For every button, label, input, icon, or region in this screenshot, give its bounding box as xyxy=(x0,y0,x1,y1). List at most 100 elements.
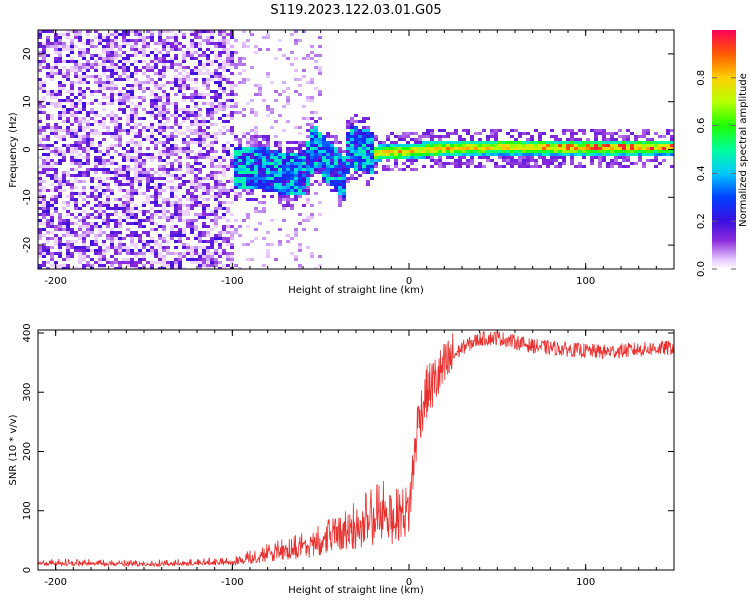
heatmap-cell xyxy=(238,192,242,195)
heatmap-cell xyxy=(550,156,554,159)
heatmap-cell xyxy=(118,198,122,201)
heatmap-cell xyxy=(542,150,546,153)
heatmap-cell xyxy=(130,150,134,153)
heatmap-cell xyxy=(46,63,50,66)
heatmap-cell xyxy=(502,147,506,150)
heatmap-cell xyxy=(554,141,558,144)
heatmap-cell xyxy=(102,93,106,96)
heatmap-cell xyxy=(194,111,198,114)
colorbar-ticks: 0.00.20.40.60.8 xyxy=(696,70,736,277)
heatmap-cell xyxy=(394,144,398,147)
heatmap-cell xyxy=(162,60,166,63)
heatmap-cell xyxy=(526,138,530,141)
heatmap-cell xyxy=(230,159,234,162)
heatmap-cell xyxy=(130,117,134,120)
heatmap-cell xyxy=(562,141,566,144)
heatmap-cell xyxy=(54,180,58,183)
heatmap-cell xyxy=(174,39,178,42)
heatmap-cell xyxy=(458,156,462,159)
heatmap-cell xyxy=(286,180,290,183)
heatmap-cell xyxy=(38,99,42,102)
heatmap-cell xyxy=(358,120,362,123)
heatmap-cell xyxy=(50,207,54,210)
heatmap-cell xyxy=(106,87,110,90)
heatmap-cell xyxy=(438,159,442,162)
heatmap-cell xyxy=(114,69,118,72)
heatmap-cell xyxy=(126,201,130,204)
heatmap-cell xyxy=(202,192,206,195)
heatmap-cell xyxy=(138,168,142,171)
heatmap-cell xyxy=(282,90,286,93)
heatmap-cell xyxy=(206,39,210,42)
heatmap-cell xyxy=(310,255,314,258)
heatmap-cell xyxy=(298,78,302,81)
heatmap-cell xyxy=(166,111,170,114)
heatmap-cell xyxy=(550,141,554,144)
heatmap-cell xyxy=(38,180,42,183)
heatmap-cell xyxy=(94,120,98,123)
heatmap-cell xyxy=(278,201,282,204)
heatmap-cell xyxy=(86,30,90,33)
heatmap-cell xyxy=(306,186,310,189)
heatmap-cell xyxy=(146,87,150,90)
heatmap-cell xyxy=(182,69,186,72)
heatmap-cell xyxy=(154,42,158,45)
heatmap-cell xyxy=(70,231,74,234)
heatmap-cell xyxy=(238,195,242,198)
heatmap-cell xyxy=(306,180,310,183)
heatmap-cell xyxy=(102,180,106,183)
heatmap-cell xyxy=(230,129,234,132)
heatmap-cell xyxy=(122,147,126,150)
heatmap-cell xyxy=(650,141,654,144)
heatmap-cell xyxy=(254,132,258,135)
heatmap-cell xyxy=(178,114,182,117)
heatmap-cell xyxy=(110,243,114,246)
heatmap-cell xyxy=(126,54,130,57)
heatmap-cell xyxy=(130,243,134,246)
heatmap-cell xyxy=(174,123,178,126)
heatmap-cell xyxy=(218,201,222,204)
heatmap-cell xyxy=(110,45,114,48)
heatmap-cell xyxy=(230,201,234,204)
heatmap-cell xyxy=(58,102,62,105)
heatmap-cell xyxy=(42,228,46,231)
heatmap-cell xyxy=(218,78,222,81)
heatmap-cell xyxy=(38,33,42,36)
heatmap-cell xyxy=(186,147,190,150)
heatmap-cell xyxy=(110,192,114,195)
heatmap-cell xyxy=(70,57,74,60)
heatmap-cell xyxy=(594,147,598,150)
heatmap-cell xyxy=(190,228,194,231)
heatmap-cell xyxy=(166,240,170,243)
heatmap-cell xyxy=(42,99,46,102)
heatmap-cell xyxy=(518,156,522,159)
heatmap-cell xyxy=(202,72,206,75)
heatmap-cell xyxy=(246,150,250,153)
heatmap-cell xyxy=(66,60,70,63)
heatmap-cell xyxy=(166,168,170,171)
heatmap-cell xyxy=(66,69,70,72)
heatmap-cell xyxy=(58,33,62,36)
heatmap-cell xyxy=(74,96,78,99)
heatmap-cell xyxy=(122,168,126,171)
heatmap-cell xyxy=(334,135,338,138)
heatmap-cell xyxy=(278,189,282,192)
heatmap-cell xyxy=(98,90,102,93)
heatmap-cell xyxy=(174,120,178,123)
heatmap-cell xyxy=(170,81,174,84)
heatmap-cell xyxy=(490,135,494,138)
heatmap-cell xyxy=(334,156,338,159)
heatmap-cell xyxy=(234,63,238,66)
heatmap-cell xyxy=(294,234,298,237)
heatmap-cell xyxy=(162,66,166,69)
heatmap-cell xyxy=(266,189,270,192)
heatmap-cell xyxy=(130,198,134,201)
heatmap-cell xyxy=(338,171,342,174)
heatmap-cell xyxy=(82,189,86,192)
heatmap-cell xyxy=(250,192,254,195)
heatmap-cell xyxy=(502,141,506,144)
heatmap-cell xyxy=(418,138,422,141)
heatmap-cell xyxy=(38,195,42,198)
heatmap-cell xyxy=(518,162,522,165)
heatmap-cell xyxy=(418,147,422,150)
